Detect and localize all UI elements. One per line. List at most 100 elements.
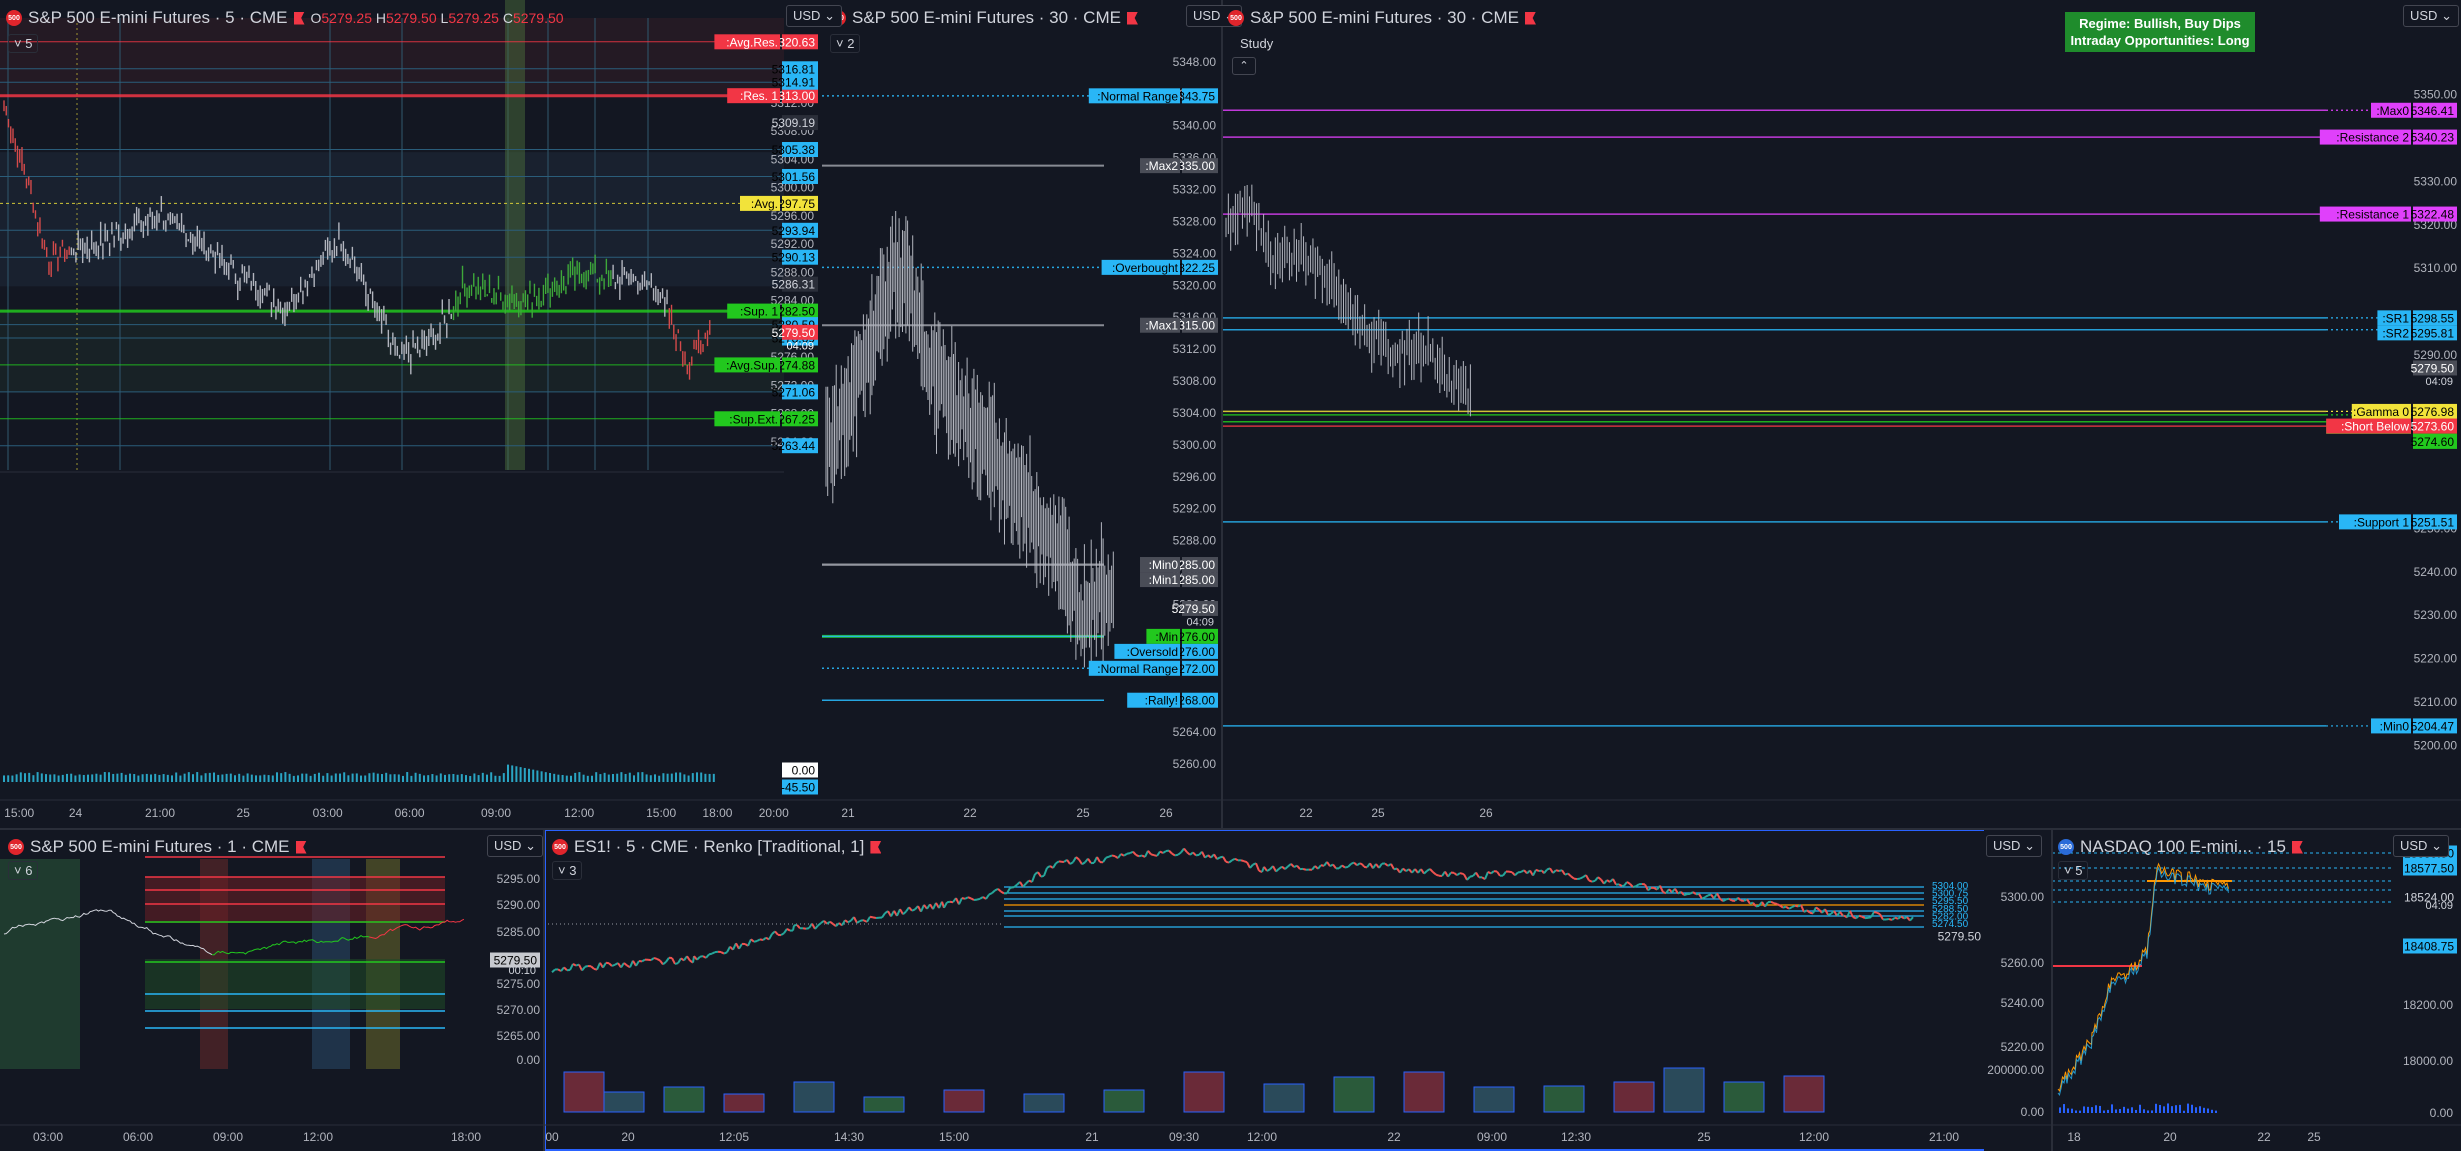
chart-pane-nq-15min[interactable]: 18200.0018000.000.0018659.5018577.501852… (2052, 829, 2461, 1151)
time-axis-label: 00 (545, 1130, 559, 1144)
renko-segment (569, 963, 574, 971)
flag-icon[interactable] (1126, 11, 1138, 25)
chart-pane-es-30min-study[interactable]: 5350.005340.005330.005320.005310.005290.… (1222, 0, 2461, 829)
indicator-toggle[interactable]: ˅ 5 (2058, 861, 2089, 880)
regime-line: Regime: Bullish, Buy Dips (2079, 16, 2241, 31)
price-axis-label: 5332.00 (1173, 183, 1217, 197)
volume-bar (1473, 1086, 1515, 1113)
symbol-title[interactable]: S&P 500 E-mini Futures · 5 · CME (28, 8, 288, 27)
time-axis-label: 26 (1479, 806, 1493, 820)
renko-segment (1773, 902, 1778, 905)
renko-segment (1278, 865, 1283, 870)
renko-segment (1618, 883, 1623, 887)
price-chart[interactable]: 5348.005344.005340.005336.005332.005328.… (822, 0, 1222, 829)
flag-icon[interactable] (293, 11, 305, 25)
indicator-toggle[interactable]: ˅ 2 (830, 34, 861, 53)
last-price-tag: 5279.50 (494, 954, 538, 968)
flag-icon[interactable] (295, 840, 307, 854)
renko-segment (1302, 867, 1307, 871)
renko-segment (994, 887, 999, 892)
renko-segment (866, 916, 871, 923)
chart-pane-es-1min[interactable]: 5300.005295.005290.005285.005275.005270.… (0, 829, 544, 1151)
level-value-tag: 5268.00 (1172, 694, 1216, 708)
renko-segment (1791, 904, 1796, 909)
level-value-tag: 5346.41 (2411, 104, 2455, 118)
renko-segment (1803, 909, 1808, 913)
renko-segment (1281, 865, 1286, 870)
price-axis-label: 5200.00 (2414, 738, 2458, 752)
level-value-tag-bg (2413, 310, 2457, 326)
level-name-bg (1088, 88, 1180, 104)
symbol-title[interactable]: ES1! · 5 · CME · Renko [Traditional, 1] (574, 837, 865, 856)
renko-segment (1453, 872, 1458, 876)
renko-segment (1081, 861, 1086, 866)
renko-segment (853, 916, 858, 924)
renko-segment (711, 951, 716, 955)
symbol-title[interactable]: S&P 500 E-mini Futures · 30 · CME (1250, 8, 1519, 27)
price-chart[interactable]: 18200.0018000.000.0018659.5018577.501852… (2052, 829, 2461, 1151)
cyan-value-tag: 5316.81 (772, 62, 816, 76)
renko-segment (1456, 872, 1461, 876)
currency-select-pane4[interactable]: USD ⌄ (487, 835, 543, 857)
renko-segment (1463, 873, 1468, 881)
collapse-chevron-up-icon[interactable]: ⌃ (1232, 57, 1256, 75)
currency-select-pane1-main[interactable]: USD ⌄ (786, 5, 842, 27)
renko-segment (1006, 887, 1011, 894)
price-chart[interactable]: 5300.005295.005290.005285.005275.005270.… (0, 829, 544, 1151)
price-axis-bg (490, 829, 544, 1151)
renko-segment (991, 889, 996, 894)
volume-bar (943, 1089, 985, 1113)
renko-segment (814, 924, 819, 930)
renko-segment (1186, 851, 1191, 856)
chart-pane-es-30min[interactable]: 500 S&P 500 E-mini Futures · 30 · CME ˅ … (822, 0, 1222, 829)
renko-segment (872, 916, 877, 919)
pane-divider[interactable] (1221, 0, 1223, 829)
time-axis-label: 09:30 (1169, 1130, 1199, 1144)
flag-icon[interactable] (1524, 11, 1536, 25)
level-value-tag: 5297.75 (772, 197, 816, 211)
chart-pane-renko[interactable]: 5300.00 5260.00 5240.00 5220.00 200000.00 0.0… (544, 829, 2052, 1151)
neutral-zone (0, 152, 784, 287)
currency-select-pane5[interactable]: USD ⌄ (1986, 835, 2042, 857)
flag-icon[interactable] (2291, 840, 2303, 854)
renko-segment (1174, 853, 1179, 857)
level-name-bg (1088, 660, 1180, 676)
price-chart[interactable]: 5350.005340.005330.005320.005310.005290.… (1222, 0, 2461, 829)
indicator-toggle[interactable]: ˅ 6 (8, 861, 39, 880)
price-chart[interactable]: 5312.005308.005304.005300.005296.005292.… (0, 0, 822, 829)
indicator-toggle[interactable]: ˅ 3 (552, 861, 583, 880)
flag-icon[interactable] (870, 840, 882, 854)
renko-segment (1234, 857, 1239, 862)
renko-segment (1876, 911, 1881, 916)
level-name-bg (714, 411, 780, 427)
time-axis-label: 22 (2257, 1130, 2271, 1144)
renko-segment (1009, 886, 1014, 889)
renko-segment (1249, 863, 1254, 869)
symbol-logo-icon: 500 (6, 10, 22, 26)
pane-divider[interactable] (0, 828, 2461, 830)
pane-divider[interactable] (2051, 829, 2053, 1151)
renko-segment (1114, 855, 1119, 859)
pane-divider[interactable] (543, 829, 545, 1151)
renko-segment (1177, 851, 1182, 856)
level-name-tag: :Sup. 1 (740, 305, 778, 319)
countdown-label: 04:09 (2425, 900, 2453, 912)
currency-select-pane3[interactable]: USD ⌄ (2403, 5, 2459, 27)
renko-segment (1734, 897, 1739, 902)
time-axis-label: 03:00 (313, 806, 343, 820)
currency-select-pane6[interactable]: USD ⌄ (2393, 835, 2449, 857)
symbol-title[interactable]: NASDAQ 100 E-mini... · 15 (2080, 837, 2286, 856)
chart-pane-es-5min[interactable]: 500 S&P 500 E-mini Futures · 5 · CME O52… (0, 0, 822, 829)
level-name-tag: :Overbought (1112, 261, 1179, 275)
cyan-value-tag-bg (782, 249, 818, 265)
cyan-value-tag: 5271.06 (772, 385, 816, 399)
renko-segment (859, 919, 864, 922)
symbol-title[interactable]: S&P 500 E-mini Futures · 1 · CME (30, 837, 290, 856)
symbol-title[interactable]: S&P 500 E-mini Futures · 30 · CME (852, 8, 1121, 27)
price-chart[interactable]: 5300.00 5260.00 5240.00 5220.00 200000.00 0.0… (544, 829, 2052, 1151)
renko-segment (1111, 854, 1116, 858)
cyan-value-tag: 5301.56 (772, 170, 816, 184)
regime-box: Regime: Bullish, Buy Dips Intraday Oppor… (2065, 12, 2255, 52)
indicator-toggle[interactable]: ˅ 5 (8, 34, 39, 53)
renko-segment (823, 920, 828, 925)
